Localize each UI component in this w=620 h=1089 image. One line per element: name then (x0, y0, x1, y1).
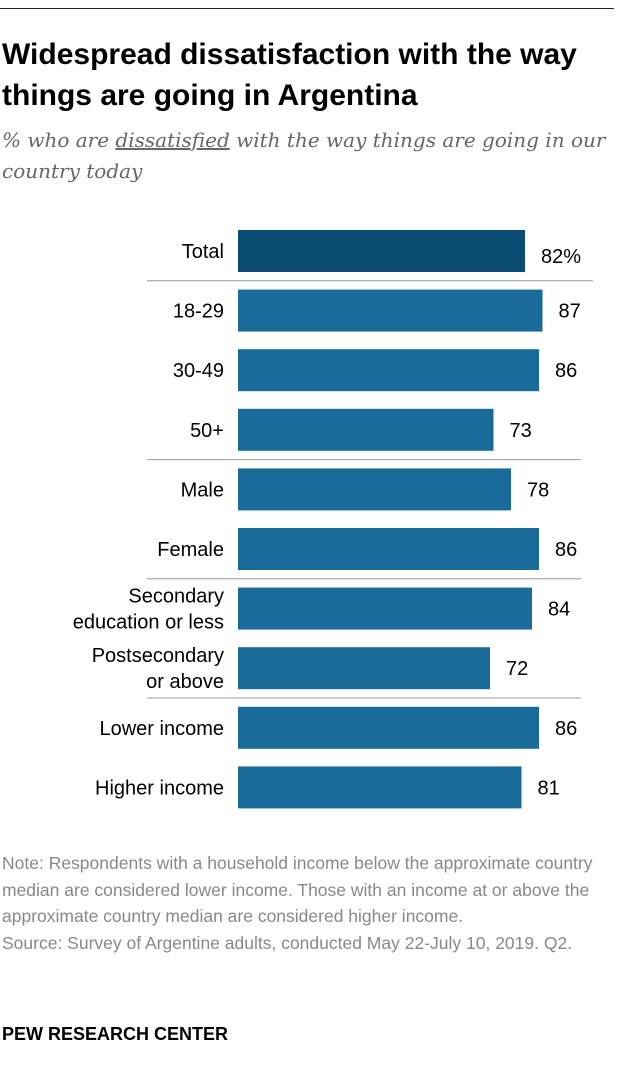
category-label: Lower income (99, 718, 224, 740)
category-label: 18-29 (173, 301, 224, 323)
bar-higher-income (238, 766, 522, 809)
bar-total (238, 230, 525, 272)
bar-female (238, 528, 539, 570)
subtitle-prefix: % who are (2, 128, 116, 152)
bar-chart: Total 82% 18-29 87 30-49 86 50+ 73 Male 78 Female 8… (73, 230, 593, 809)
value-label: 87 (559, 301, 581, 323)
value-label: 86 (555, 360, 577, 382)
category-label: Male (181, 479, 224, 501)
subtitle-emphasis: dissatisfied (115, 128, 230, 152)
category-label: Total (182, 241, 224, 263)
category-label: or above (146, 671, 224, 693)
category-label: Higher income (95, 777, 224, 799)
value-label: 82% (541, 246, 581, 268)
category-label: 30-49 (173, 360, 224, 382)
value-label: 84 (548, 599, 570, 621)
category-label: education or less (73, 612, 224, 634)
source-text: Source: Survey of Argentine adults, cond… (2, 932, 573, 953)
value-label: 81 (538, 777, 560, 799)
value-label: 86 (555, 718, 577, 740)
value-label: 72 (506, 658, 528, 680)
value-label: 73 (510, 420, 532, 442)
top-rule (0, 8, 614, 9)
bar-18-29 (238, 289, 543, 332)
bar-lower-income (238, 706, 539, 749)
category-label: Female (157, 539, 224, 561)
value-label: 78 (527, 479, 549, 501)
bar-30-49 (238, 349, 539, 392)
category-label: 50+ (190, 420, 224, 442)
bar-male (238, 468, 511, 511)
brand-label: PEW RESEARCH CENTER (2, 1024, 229, 1044)
bar-postsecondary-or-above (238, 647, 490, 690)
category-label: Postsecondary (92, 645, 224, 667)
chart-title: Widespread dissatisfaction with the way … (2, 38, 577, 112)
bar-secondary-education-or-less (238, 587, 532, 630)
value-label: 86 (555, 539, 577, 561)
chart-subtitle: % who are dissatisfied with the way thin… (2, 125, 612, 187)
bar-50- (238, 408, 494, 451)
chart-notes: Note: Respondents with a household incom… (2, 850, 614, 956)
note-text: Note: Respondents with a household incom… (2, 853, 593, 926)
category-label: Secondary (128, 586, 224, 608)
subtitle-suffix: with the way things are going in our cou… (2, 128, 606, 183)
